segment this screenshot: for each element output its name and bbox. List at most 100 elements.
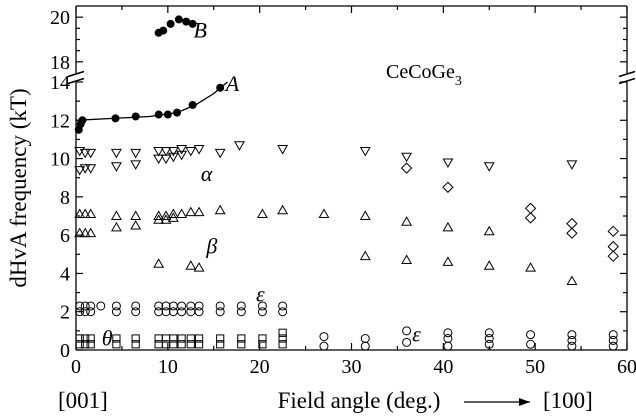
data-point-up-triangle [130, 219, 142, 230]
data-point-filled-circle [174, 15, 183, 24]
data-point-open-circle [177, 307, 187, 317]
data-point-open-circle [194, 301, 204, 311]
data-point-open-circle [236, 307, 246, 317]
data-point-open-circle [80, 301, 90, 311]
y-tick-label: 2 [60, 302, 70, 324]
data-point-up-triangle [74, 227, 86, 238]
compound-label: CeCoGe3 [386, 61, 462, 89]
data-point-filled-circle [131, 112, 140, 121]
data-point-open-circle [186, 301, 196, 311]
data-point-up-triangle [110, 210, 122, 220]
direction-label-end: [100] [543, 388, 593, 413]
data-point-open-circle [567, 335, 577, 345]
data-point-open-circle [75, 307, 85, 317]
x-axis-label: Field angle (deg.) [278, 388, 441, 413]
data-point-open-circle [194, 307, 204, 317]
data-point-open-circle [80, 307, 90, 317]
data-point-open-circle [161, 301, 171, 311]
data-point-up-triangle [401, 254, 413, 264]
y-tick-label: 12 [50, 110, 70, 132]
data-point-open-square [81, 340, 90, 349]
data-point-open-circle [96, 301, 106, 311]
data-point-filled-circle [188, 19, 197, 28]
data-point-down-triangle [277, 145, 289, 155]
data-point-down-triangle [130, 148, 142, 159]
y-tick-label-upper: 18 [50, 52, 70, 74]
data-point-down-triangle [566, 160, 578, 170]
data-point-open-circle [154, 307, 164, 317]
data-point-open-square [194, 334, 204, 343]
axis-break-right-a [618, 70, 636, 78]
data-point-filled-circle [159, 26, 168, 35]
data-point-up-triangle [256, 208, 268, 219]
data-point-open-circle [526, 339, 536, 349]
data-point-up-triangle [359, 210, 371, 220]
data-point-open-square [194, 340, 204, 349]
data-point-open-circle [443, 341, 453, 351]
data-point-down-triangle [153, 146, 165, 157]
data-point-up-triangle [160, 210, 172, 220]
data-point-diamond [607, 250, 619, 262]
data-point-open-circle [360, 341, 370, 351]
x-tick-label: 40 [433, 356, 453, 378]
data-point-down-triangle [110, 162, 122, 172]
data-point-filled-circle [163, 110, 172, 119]
data-point-open-circle [236, 301, 246, 311]
marker-layer [74, 15, 619, 351]
data-point-open-square [216, 340, 225, 349]
data-point-open-square [86, 334, 95, 343]
data-point-open-circle [484, 328, 494, 338]
branch-label-layer: B Aα β ε ε θ [102, 18, 421, 351]
data-point-down-triangle [74, 166, 86, 176]
data-point-down-triangle [167, 146, 179, 157]
data-point-open-square [177, 334, 186, 343]
data-point-down-triangle [483, 162, 495, 172]
data-point-open-square [169, 340, 178, 349]
data-point-open-circle [257, 301, 267, 311]
data-point-diamond [566, 227, 578, 239]
data-point-open-circle [443, 328, 453, 338]
data-point-open-circle [154, 301, 164, 311]
data-point-open-square [131, 334, 140, 343]
data-point-down-triangle [176, 145, 188, 155]
data-point-down-triangle [79, 148, 91, 159]
data-point-up-triangle [318, 208, 330, 219]
x-tick-label: 30 [342, 356, 362, 378]
data-point-down-triangle [79, 164, 91, 174]
branch-label: B [194, 18, 207, 43]
data-point-up-triangle [74, 208, 86, 219]
data-point-open-circle [567, 341, 577, 351]
data-point-open-square [81, 334, 90, 343]
data-point-open-square [112, 334, 121, 343]
data-point-up-triangle [79, 227, 91, 238]
data-point-open-circle [86, 301, 96, 311]
data-point-up-triangle [130, 210, 142, 220]
data-point-diamond [524, 202, 537, 215]
branch-label: ε [256, 281, 265, 306]
data-point-filled-circle [166, 19, 175, 28]
data-point-open-circle [608, 330, 618, 340]
data-point-open-circle [278, 301, 288, 311]
branch-label: ε [412, 322, 421, 347]
data-point-open-circle [131, 301, 141, 311]
data-point-filled-circle [173, 108, 182, 117]
data-point-open-circle [75, 301, 85, 311]
data-point-open-square [112, 340, 121, 349]
data-point-up-triangle [193, 206, 205, 217]
data-point-open-circle [215, 301, 225, 311]
y-tick-label: 0 [60, 340, 70, 362]
data-point-open-square [169, 334, 178, 343]
data-point-filled-circle [111, 114, 120, 123]
x-tick-label: 50 [525, 356, 545, 378]
data-point-open-circle [360, 334, 370, 344]
data-point-up-triangle [359, 250, 371, 261]
data-point-down-triangle [85, 148, 97, 159]
data-point-open-square [131, 340, 140, 349]
axis-break-left-b [67, 77, 85, 85]
compound-base: CeCoGe [386, 61, 455, 83]
data-point-open-square [237, 340, 246, 349]
data-point-diamond [524, 212, 537, 224]
data-point-down-triangle [160, 146, 172, 157]
data-point-up-triangle [153, 258, 165, 268]
